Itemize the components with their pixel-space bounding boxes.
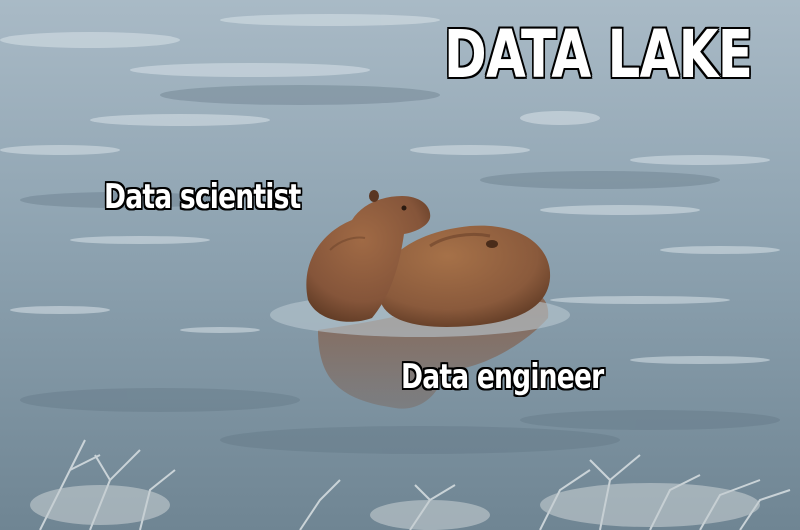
capybara-data-engineer: [378, 225, 551, 327]
label-data-scientist: Data scientist: [104, 177, 301, 217]
water-shadows: [20, 85, 780, 454]
meme-title: DATA LAKE: [444, 16, 753, 93]
label-data-engineer: Data engineer: [401, 357, 604, 397]
plant-tufts: [30, 483, 760, 530]
capybara-data-scientist: [306, 190, 431, 322]
water-ripples: [0, 14, 780, 364]
